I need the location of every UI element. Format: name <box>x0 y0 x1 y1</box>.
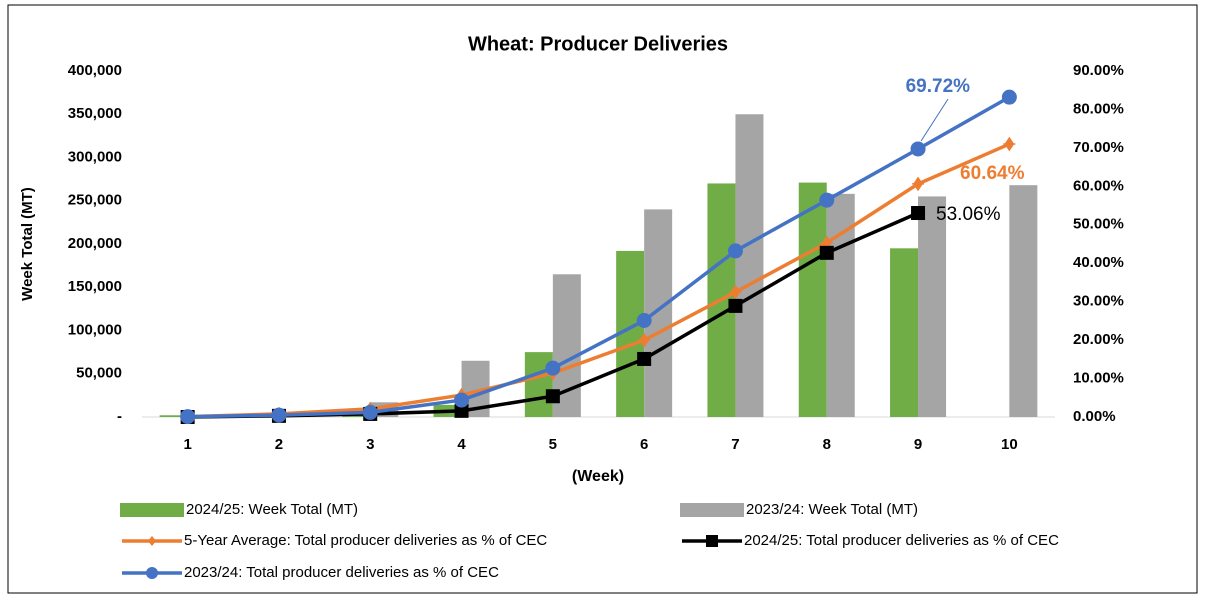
x-tick-label: 4 <box>457 436 466 453</box>
line-marker <box>271 407 287 423</box>
bar <box>918 196 947 417</box>
y2-tick-label: 90.00% <box>1073 62 1124 79</box>
legend-label: 2023/24: Total producer deliveries as % … <box>184 564 499 581</box>
bar <box>826 193 855 417</box>
x-tick-label: 8 <box>823 436 831 453</box>
line-marker <box>180 409 196 425</box>
bar <box>159 415 188 417</box>
legend-swatch <box>680 503 744 517</box>
line-marker <box>1001 89 1017 105</box>
bar <box>644 209 673 417</box>
bar <box>524 352 553 417</box>
y-tick-label: 250,000 <box>68 192 122 209</box>
bar <box>735 114 764 417</box>
y2-tick-label: 10.00% <box>1073 370 1124 387</box>
x-tick-label: 5 <box>549 436 557 453</box>
x-tick-label: 6 <box>640 436 648 453</box>
line <box>187 142 1011 419</box>
y2-tick-label: 20.00% <box>1073 331 1124 348</box>
line-marker <box>728 298 743 313</box>
data-label: 69.72% <box>906 76 971 97</box>
y-tick-label: 50,000 <box>76 365 122 382</box>
line-marker <box>545 360 561 376</box>
x-tick-label: 1 <box>183 436 191 453</box>
x-tick-label: 9 <box>914 436 922 453</box>
x-tick-label: 7 <box>731 436 739 453</box>
line-marker <box>1003 136 1016 152</box>
legend-marker <box>146 567 158 579</box>
line-marker <box>912 176 925 192</box>
legend-marker <box>706 535 718 547</box>
bar <box>1009 185 1038 417</box>
legend-label: 2024/25: Week Total (MT) <box>186 501 358 518</box>
leader-line <box>920 98 949 142</box>
y-tick-label: 100,000 <box>68 321 122 338</box>
bar <box>798 182 827 417</box>
y2-tick-label: 30.00% <box>1073 293 1124 310</box>
bar <box>890 248 919 417</box>
data-label: 53.06% <box>936 204 1001 225</box>
line-marker <box>454 392 470 408</box>
line-marker <box>727 243 743 259</box>
line-marker <box>638 332 651 348</box>
line-marker <box>636 313 652 329</box>
legend-label: 5-Year Average: Total producer deliverie… <box>184 532 547 549</box>
x-tick-label: 10 <box>1001 436 1018 453</box>
line-marker <box>819 245 834 260</box>
y2-tick-label: 70.00% <box>1073 139 1124 156</box>
y2-tick-label: 0.00% <box>1073 408 1116 425</box>
x-tick-label: 3 <box>366 436 374 453</box>
y-tick-label: 350,000 <box>68 105 122 122</box>
line-marker <box>819 192 835 208</box>
y2-tick-label: 40.00% <box>1073 254 1124 271</box>
legend-marker <box>148 536 156 546</box>
y-tick-label: 200,000 <box>68 235 122 252</box>
line <box>187 95 1011 419</box>
line-marker <box>454 403 469 418</box>
legend-swatch <box>120 503 184 517</box>
line-marker <box>637 351 652 366</box>
y-tick-label: - <box>117 408 122 425</box>
y2-tick-label: 80.00% <box>1073 100 1124 117</box>
line-marker <box>729 284 742 300</box>
x-axis-label: (Week) <box>572 468 624 485</box>
legend-label: 2023/24: Week Total (MT) <box>746 501 918 518</box>
y-axis-label: Week Total (MT) <box>19 187 36 301</box>
y-tick-label: 400,000 <box>68 62 122 79</box>
legend-label: 2024/25: Total producer deliveries as % … <box>744 532 1059 549</box>
y-tick-label: 300,000 <box>68 148 122 165</box>
line-marker <box>911 206 926 221</box>
line-marker <box>910 141 926 157</box>
y2-tick-label: 60.00% <box>1073 177 1124 194</box>
line-marker <box>545 389 560 404</box>
y-tick-label: 150,000 <box>68 278 122 295</box>
y2-tick-label: 50.00% <box>1073 216 1124 233</box>
x-tick-label: 2 <box>275 436 283 453</box>
data-label: 60.64% <box>960 163 1025 184</box>
chart-title: Wheat: Producer Deliveries <box>468 33 728 55</box>
line-marker <box>362 404 378 420</box>
